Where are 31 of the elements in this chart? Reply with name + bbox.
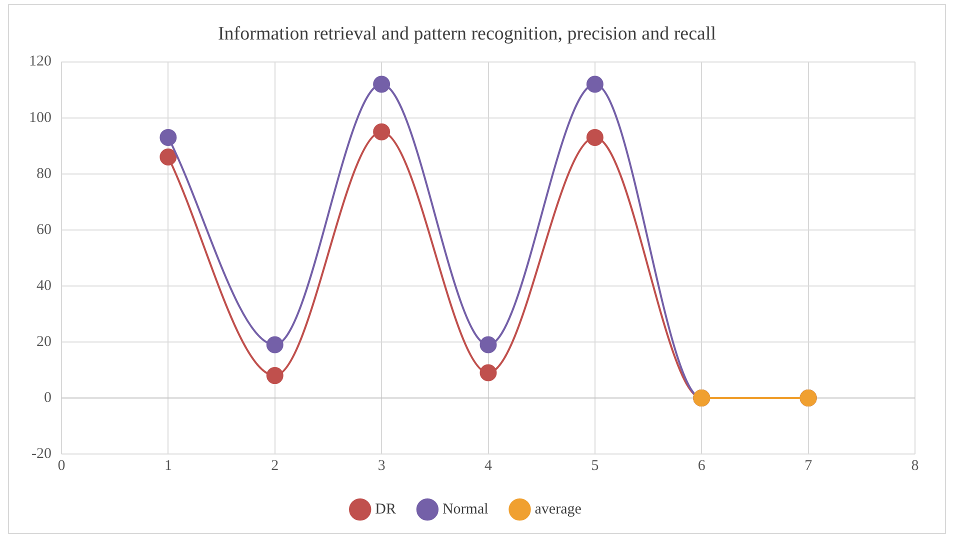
x-tick-label: 4	[484, 458, 492, 474]
x-tick-label: 8	[911, 458, 919, 474]
x-tick-label: 2	[271, 458, 279, 474]
point	[480, 364, 497, 382]
x-tick-label: 5	[591, 458, 599, 474]
point	[160, 148, 177, 166]
chart-title: Information retrieval and pattern recognition, precision and recall	[218, 23, 716, 44]
y-tick-label: 80	[36, 166, 52, 182]
y-tick-label: 20	[36, 334, 52, 350]
x-tick-label: 1	[164, 458, 172, 474]
point	[586, 128, 604, 146]
point	[373, 123, 390, 140]
legend-label: DR	[375, 501, 396, 518]
point	[373, 76, 390, 93]
y-tick-label: 120	[29, 54, 52, 70]
x-tick-label: 3	[378, 458, 386, 474]
point	[266, 336, 284, 354]
point	[480, 336, 497, 354]
legend-label: average	[534, 501, 582, 518]
point	[586, 76, 604, 93]
x-tick-label: 0	[58, 458, 66, 474]
legend-label: Normal	[442, 501, 488, 518]
x-tick-label: 7	[804, 458, 813, 474]
y-tick-label: -20	[32, 446, 52, 462]
y-tick-label: 40	[36, 278, 52, 294]
point	[160, 128, 177, 146]
y-tick-label: 0	[44, 390, 52, 406]
y-tick-label: 100	[29, 110, 52, 126]
x-tick-label: 6	[698, 458, 706, 474]
y-tick-label: 60	[36, 222, 52, 238]
point	[266, 367, 284, 384]
